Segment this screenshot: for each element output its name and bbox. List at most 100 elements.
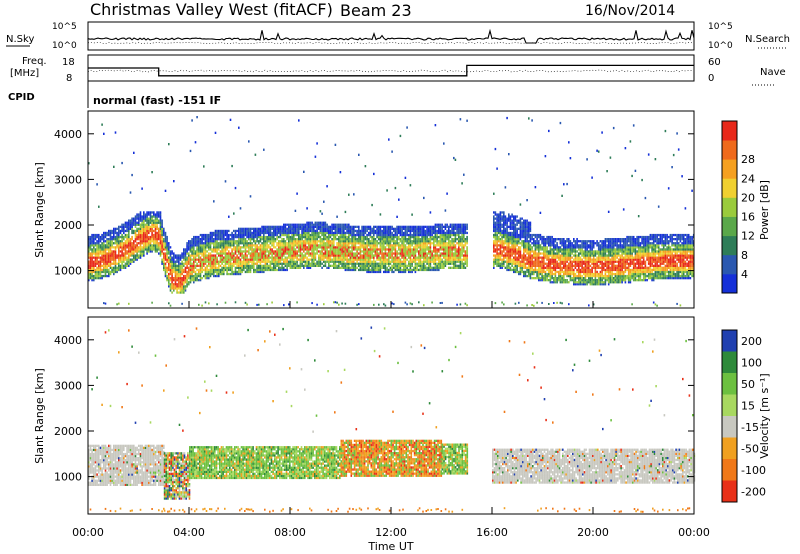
power-cell — [98, 274, 100, 278]
power-cell — [424, 258, 427, 261]
power-cell — [296, 227, 298, 230]
power-cell — [441, 244, 443, 247]
power-cell — [363, 258, 365, 261]
power-cell — [219, 231, 222, 235]
power-cell — [298, 225, 300, 228]
power-cell — [286, 264, 288, 267]
power-cell — [313, 223, 315, 226]
power-cell — [93, 244, 95, 247]
power-cell — [316, 262, 318, 265]
power-cell — [128, 235, 130, 239]
power-cell — [496, 254, 498, 257]
power-cell — [168, 258, 170, 261]
power-cell — [159, 240, 162, 243]
power-cell — [394, 268, 397, 272]
power-cell — [244, 266, 247, 269]
power-cell — [168, 272, 170, 276]
power-cell — [393, 303, 395, 306]
power-cell — [343, 266, 345, 269]
power-cell — [249, 242, 252, 245]
power-cell — [231, 264, 233, 267]
power-cell — [238, 235, 240, 239]
power-cell — [181, 270, 183, 274]
power-cell — [444, 264, 447, 267]
power-cell — [214, 248, 217, 251]
power-cell — [271, 250, 273, 253]
power-cell — [324, 260, 327, 263]
power-cell — [324, 235, 327, 239]
power-cell — [428, 250, 430, 253]
power-cell — [116, 246, 118, 249]
power-cell — [166, 248, 168, 251]
power-cell — [496, 250, 498, 253]
power-cell — [304, 260, 307, 263]
power-cell — [451, 254, 453, 257]
power-cell — [376, 244, 378, 247]
power-cell — [296, 238, 298, 241]
power-cell — [401, 227, 403, 230]
power-cell — [408, 246, 410, 249]
power-cell — [381, 260, 383, 263]
power-cell — [244, 231, 247, 235]
power-cell — [141, 223, 143, 226]
power-cell — [341, 260, 343, 263]
power-cell — [451, 256, 453, 259]
power-cell — [194, 256, 197, 259]
power-cell — [314, 225, 317, 228]
power-cell — [346, 266, 348, 269]
power-cell — [206, 274, 208, 278]
power-cell — [283, 254, 285, 257]
power-cell — [306, 223, 308, 226]
power-cell — [103, 242, 105, 245]
power-cell — [173, 268, 175, 272]
power-cell — [109, 238, 112, 241]
power-cell — [234, 248, 237, 251]
power-cell — [166, 279, 168, 282]
power-cell — [329, 240, 332, 243]
power-cell — [186, 270, 188, 274]
power-cell — [264, 229, 267, 233]
power-cell — [253, 233, 255, 237]
power-cell — [504, 217, 507, 220]
power-cell — [443, 250, 445, 253]
power-cell — [119, 231, 122, 235]
power-cell — [399, 233, 402, 237]
power-cell — [221, 248, 223, 251]
power-cell — [224, 244, 227, 247]
power-cell — [201, 270, 203, 274]
power-cell — [338, 229, 340, 233]
power-cell — [361, 258, 363, 261]
power-cell — [181, 302, 183, 305]
power-cell — [229, 244, 232, 247]
power-cell — [249, 227, 252, 230]
power-cell — [363, 229, 365, 233]
power-cell — [123, 248, 125, 251]
power-cell — [446, 231, 448, 235]
power-cell — [218, 231, 220, 235]
power-cell — [304, 235, 307, 239]
power-cell — [503, 213, 505, 216]
power-cell — [98, 252, 100, 255]
power-cell — [459, 231, 462, 235]
power-cell — [339, 254, 342, 257]
power-cell — [338, 264, 340, 267]
power-cell — [373, 250, 375, 253]
power-cell — [514, 302, 517, 305]
power-cell — [133, 231, 135, 235]
power-cell — [504, 219, 507, 222]
power-cell — [193, 250, 195, 253]
power-cell — [304, 254, 307, 257]
power-cell — [194, 238, 197, 241]
power-cell — [458, 260, 460, 263]
power-cell — [298, 227, 300, 230]
power-cell — [403, 262, 405, 265]
power-cell — [334, 250, 337, 253]
power-cell — [216, 266, 218, 269]
power-cell — [129, 248, 132, 251]
power-cell — [421, 229, 423, 233]
power-cell — [266, 254, 268, 257]
power-cell — [308, 227, 310, 230]
power-cell — [253, 244, 255, 247]
power-cell — [341, 227, 343, 230]
power-cell — [408, 252, 410, 255]
